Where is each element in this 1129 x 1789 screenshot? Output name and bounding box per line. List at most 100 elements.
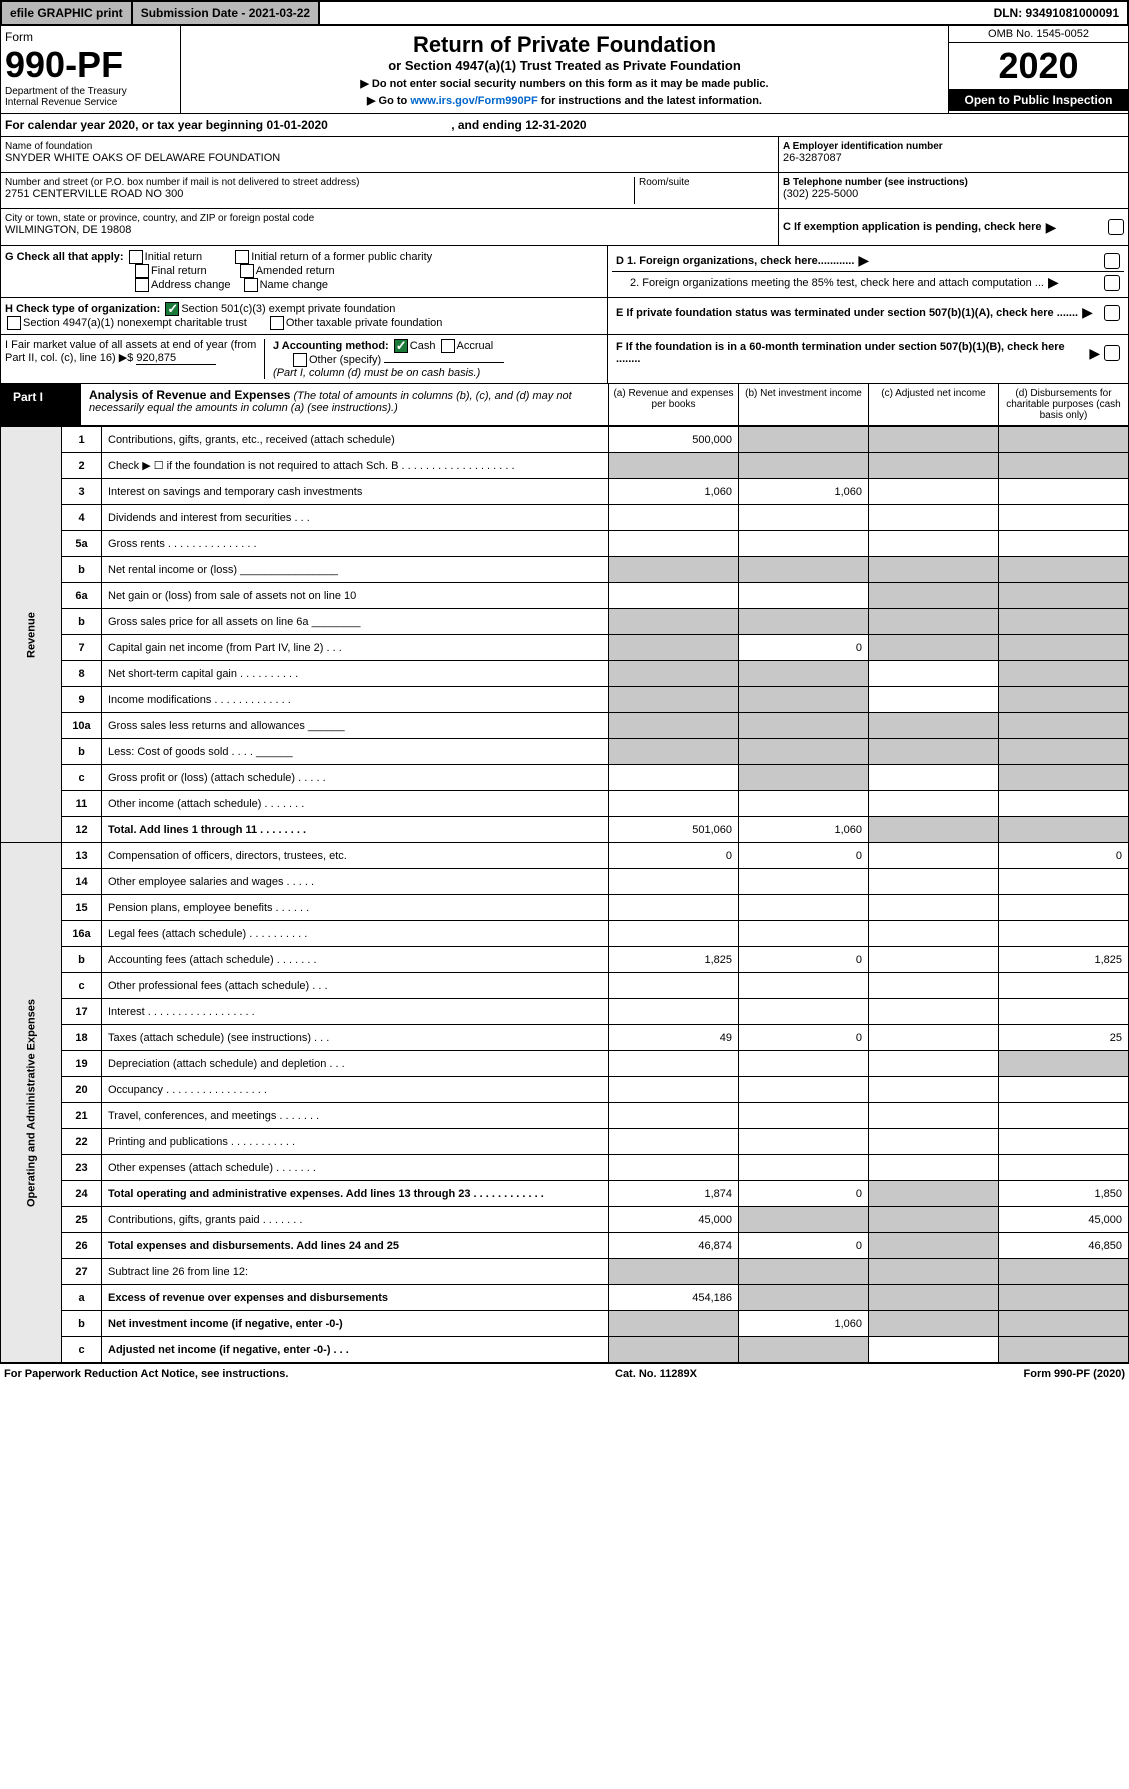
instr-1: ▶ Do not enter social security numbers o… — [187, 77, 942, 90]
h-501c3-checkbox[interactable] — [165, 302, 179, 316]
value-cell-a — [609, 869, 739, 895]
value-cell-a — [609, 1129, 739, 1155]
line-description: Interest . . . . . . . . . . . . . . . .… — [102, 999, 609, 1025]
value-cell-d — [999, 479, 1129, 505]
value-cell-c — [869, 1025, 999, 1051]
g-addr-checkbox[interactable] — [135, 278, 149, 292]
table-row: 24Total operating and administrative exp… — [1, 1181, 1129, 1207]
value-cell-b — [739, 1051, 869, 1077]
j-other-input[interactable] — [384, 362, 504, 363]
line-number: 8 — [62, 661, 102, 687]
value-cell-d — [999, 739, 1129, 765]
value-cell-a — [609, 609, 739, 635]
dept-treasury: Department of the Treasury — [5, 86, 176, 97]
line-description: Contributions, gifts, grants, etc., rece… — [102, 427, 609, 453]
table-row: 16aLegal fees (attach schedule) . . . . … — [1, 921, 1129, 947]
value-cell-c — [869, 1103, 999, 1129]
line-description: Gross sales price for all assets on line… — [102, 609, 609, 635]
line-number: 4 — [62, 505, 102, 531]
c-checkbox[interactable] — [1108, 219, 1124, 235]
value-cell-c — [869, 947, 999, 973]
value-cell-c — [869, 687, 999, 713]
cal-mid: , and ending — [451, 118, 525, 132]
value-cell-a — [609, 1155, 739, 1181]
i-value: 920,875 — [136, 352, 216, 365]
part1-label: Part I — [1, 384, 81, 425]
value-cell-b: 0 — [739, 635, 869, 661]
d2-row: 2. Foreign organizations meeting the 85%… — [612, 272, 1124, 293]
value-cell-a — [609, 973, 739, 999]
j-other-checkbox[interactable] — [293, 353, 307, 367]
dln: DLN: 93491081000091 — [986, 2, 1127, 24]
table-row: 14Other employee salaries and wages . . … — [1, 869, 1129, 895]
header-center: Return of Private Foundation or Section … — [181, 26, 948, 113]
value-cell-d — [999, 505, 1129, 531]
e-checkbox[interactable] — [1104, 305, 1120, 321]
g-name-checkbox[interactable] — [244, 278, 258, 292]
j-note: (Part I, column (d) must be on cash basi… — [273, 367, 480, 379]
efile-label: efile GRAPHIC print — [2, 2, 133, 24]
value-cell-c — [869, 713, 999, 739]
h-other-checkbox[interactable] — [270, 316, 284, 330]
table-row: 5aGross rents . . . . . . . . . . . . . … — [1, 531, 1129, 557]
value-cell-d — [999, 583, 1129, 609]
value-cell-b — [739, 557, 869, 583]
g-initial: Initial return — [145, 251, 202, 263]
ein-cell: A Employer identification number 26-3287… — [779, 137, 1128, 173]
table-row: 15Pension plans, employee benefits . . .… — [1, 895, 1129, 921]
addr-cell: Number and street (or P.O. box number if… — [1, 173, 778, 209]
table-row: 18Taxes (attach schedule) (see instructi… — [1, 1025, 1129, 1051]
g-initial-former-checkbox[interactable] — [235, 250, 249, 264]
line-description: Other expenses (attach schedule) . . . .… — [102, 1155, 609, 1181]
value-cell-b — [739, 427, 869, 453]
value-cell-a — [609, 1077, 739, 1103]
value-cell-b: 1,060 — [739, 479, 869, 505]
value-cell-b — [739, 531, 869, 557]
g-initial-checkbox[interactable] — [129, 250, 143, 264]
line-description: Other employee salaries and wages . . . … — [102, 869, 609, 895]
j-cash-checkbox[interactable] — [394, 339, 408, 353]
g-amended-checkbox[interactable] — [240, 264, 254, 278]
instr2-link[interactable]: www.irs.gov/Form990PF — [410, 95, 537, 107]
value-cell-d — [999, 1155, 1129, 1181]
value-cell-a — [609, 895, 739, 921]
j-accrual-checkbox[interactable] — [441, 339, 455, 353]
h-501c3: Section 501(c)(3) exempt private foundat… — [181, 303, 395, 315]
line-number: 12 — [62, 817, 102, 843]
line-number: b — [62, 947, 102, 973]
g-final-checkbox[interactable] — [135, 264, 149, 278]
top-bar: efile GRAPHIC print Submission Date - 20… — [0, 0, 1129, 26]
value-cell-a: 1,874 — [609, 1181, 739, 1207]
d1-checkbox[interactable] — [1104, 253, 1120, 269]
cal-end: 12-31-2020 — [525, 118, 586, 132]
line-number: 6a — [62, 583, 102, 609]
footer-right: Form 990-PF (2020) — [1024, 1368, 1125, 1380]
line-number: 26 — [62, 1233, 102, 1259]
line-description: Total operating and administrative expen… — [102, 1181, 609, 1207]
value-cell-c — [869, 1155, 999, 1181]
f-section: F If the foundation is in a 60-month ter… — [608, 335, 1128, 383]
h-4947-checkbox[interactable] — [7, 316, 21, 330]
line-description: Compensation of officers, directors, tru… — [102, 843, 609, 869]
value-cell-b: 1,060 — [739, 1311, 869, 1337]
f-checkbox[interactable] — [1104, 345, 1120, 361]
value-cell-c — [869, 1259, 999, 1285]
room-label: Room/suite — [639, 177, 774, 188]
table-row: 9Income modifications . . . . . . . . . … — [1, 687, 1129, 713]
value-cell-d — [999, 1337, 1129, 1363]
value-cell-a: 500,000 — [609, 427, 739, 453]
line-number: 23 — [62, 1155, 102, 1181]
d2-checkbox[interactable] — [1104, 275, 1120, 291]
value-cell-d — [999, 921, 1129, 947]
form-label: Form — [5, 30, 176, 44]
line-description: Accounting fees (attach schedule) . . . … — [102, 947, 609, 973]
line-description: Interest on savings and temporary cash i… — [102, 479, 609, 505]
value-cell-a — [609, 791, 739, 817]
value-cell-c — [869, 1051, 999, 1077]
line-description: Less: Cost of goods sold . . . . ______ — [102, 739, 609, 765]
d2-label: 2. Foreign organizations meeting the 85%… — [616, 277, 1044, 289]
part1-header: Part I Analysis of Revenue and Expenses … — [0, 384, 1129, 426]
value-cell-d — [999, 661, 1129, 687]
line-number: 27 — [62, 1259, 102, 1285]
value-cell-c — [869, 739, 999, 765]
